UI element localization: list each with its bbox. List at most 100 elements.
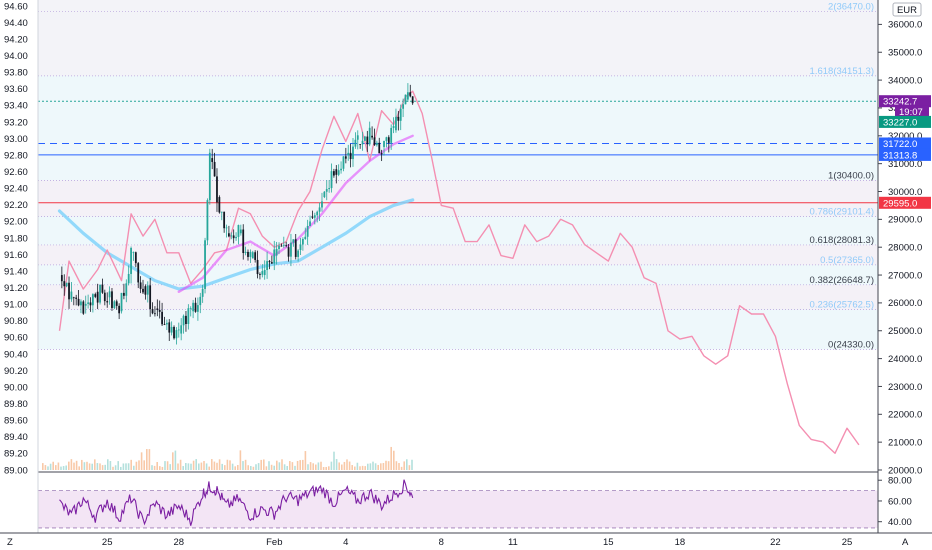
candle-body <box>259 274 261 275</box>
candle-body <box>282 245 285 247</box>
left-axis-tick: 89.60 <box>4 416 28 427</box>
volume-bar <box>70 459 73 470</box>
left-axis-tick: 89.20 <box>4 449 28 460</box>
volume-bar <box>164 461 166 470</box>
candle-body <box>75 297 78 299</box>
candle-body <box>256 259 259 275</box>
volume-bar <box>224 465 226 470</box>
bottom-right-label: A <box>902 537 909 548</box>
volume-bar <box>302 459 304 470</box>
right-axis-tick: 30000.0 <box>888 187 922 198</box>
volume-bar <box>393 450 395 470</box>
time-zone-button[interactable]: Z <box>7 537 13 548</box>
candle-body <box>304 236 307 239</box>
auto-scale-button[interactable]: A <box>902 537 909 548</box>
right-axis-tick: 31000.0 <box>888 159 922 170</box>
right-axis-tick: 32000.0 <box>888 131 922 142</box>
candle-body <box>354 139 357 147</box>
volume-bar <box>320 461 322 470</box>
candle-body <box>154 313 156 315</box>
candle-body <box>270 262 273 264</box>
candle-body <box>225 227 228 229</box>
left-axis-tick: 94.40 <box>4 18 28 29</box>
left-axis-tick: 94.60 <box>4 1 28 12</box>
candle-body <box>404 94 407 105</box>
candle-body <box>216 176 218 203</box>
left-axis-tick: 90.60 <box>4 333 28 344</box>
candle-body <box>399 108 402 121</box>
volume-bar <box>47 466 49 470</box>
candle-body <box>397 116 400 121</box>
volume-bar <box>231 463 234 470</box>
volume-bar <box>400 466 403 470</box>
rsi-axis-tick: 60.00 <box>888 496 912 507</box>
volume-bar <box>273 465 275 470</box>
volume-bar <box>315 464 317 470</box>
volume-bar <box>179 459 182 470</box>
candle-body <box>301 238 304 245</box>
time-axis-tick: 25 <box>842 537 853 548</box>
candle-body <box>390 127 393 143</box>
price-tag-label: 33227.0 <box>883 117 917 128</box>
rsi-axis-tick: 80.00 <box>888 476 912 487</box>
time-axis-tick: Feb <box>266 537 282 548</box>
candle-body <box>161 311 163 325</box>
candle-body <box>94 294 97 297</box>
volume-bar <box>395 461 398 470</box>
candle-body <box>170 326 173 333</box>
fib-label: 0.786(29101.4) <box>810 207 874 218</box>
left-axis-tick: 90.20 <box>4 366 28 377</box>
volume-bar <box>44 465 47 470</box>
volume-bar <box>130 459 132 470</box>
candle-body <box>213 161 216 177</box>
volume-bar <box>148 449 151 470</box>
volume-bar <box>172 452 174 470</box>
fib-bands <box>38 0 878 350</box>
left-axis-tick: 92.40 <box>4 184 28 195</box>
candle-body <box>70 291 73 300</box>
candle-body <box>380 153 383 155</box>
candle-body <box>189 308 192 309</box>
candle-body <box>406 92 409 100</box>
candle-body <box>118 305 121 314</box>
candle-body <box>111 291 113 308</box>
volume-bar <box>289 461 291 470</box>
ma-slow-line <box>57 198 415 291</box>
right-axis-tick: 28000.0 <box>888 243 922 254</box>
candle-body <box>275 249 278 256</box>
volume-bar <box>195 459 197 470</box>
candle-body <box>168 322 171 333</box>
candle-body <box>411 96 414 104</box>
volume-bar <box>380 463 382 470</box>
candle-body <box>187 308 190 324</box>
currency-badge[interactable]: EUR <box>892 2 922 17</box>
candle-body <box>220 211 223 213</box>
volume-bar <box>341 464 343 470</box>
candle-body <box>395 116 397 131</box>
volume-bar <box>385 460 387 470</box>
left-axis-tick: 91.60 <box>4 250 28 261</box>
volume-bar <box>192 460 195 470</box>
volume-bar <box>343 461 346 470</box>
volume-bar <box>208 466 210 470</box>
price-tag-label: 19:07 <box>899 107 923 118</box>
volume-bar <box>346 459 348 470</box>
volume-bar <box>99 463 101 470</box>
candle-body <box>278 245 280 250</box>
candle-body <box>409 92 412 97</box>
volume-bar <box>101 465 104 470</box>
candle-body <box>142 288 144 293</box>
volume-bar <box>221 463 223 470</box>
volume-bar <box>42 463 44 470</box>
volume-bar <box>322 466 325 470</box>
volume-bar <box>328 466 330 470</box>
candle-body <box>244 251 247 254</box>
candle-body <box>328 188 331 190</box>
volume-bar <box>312 463 314 470</box>
volume-bar <box>182 466 184 470</box>
candle-body <box>251 252 254 259</box>
candle-body <box>263 270 266 276</box>
